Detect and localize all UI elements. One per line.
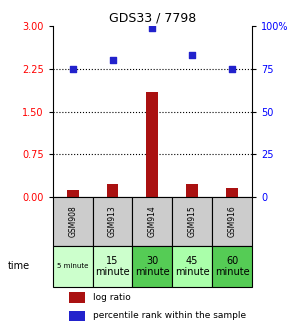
Point — [190, 53, 195, 58]
Text: time: time — [8, 261, 30, 271]
Text: GSM915: GSM915 — [188, 205, 197, 237]
Bar — [132, 197, 172, 246]
Text: 30
minute: 30 minute — [135, 256, 170, 277]
Text: 5 minute: 5 minute — [57, 264, 88, 269]
Title: GDS33 / 7798: GDS33 / 7798 — [109, 12, 196, 25]
Bar — [107, 184, 118, 197]
Bar — [53, 246, 93, 287]
Text: GSM914: GSM914 — [148, 205, 157, 237]
Text: percentile rank within the sample: percentile rank within the sample — [93, 311, 246, 320]
Bar — [69, 311, 85, 321]
Point — [150, 25, 155, 30]
Bar — [226, 188, 238, 197]
Text: 15
minute: 15 minute — [95, 256, 130, 277]
Point — [110, 58, 115, 63]
Bar — [69, 292, 85, 302]
Bar — [93, 246, 132, 287]
Text: log ratio: log ratio — [93, 293, 130, 302]
Bar — [67, 190, 79, 197]
Bar — [186, 184, 198, 197]
Point — [70, 66, 75, 72]
Bar — [172, 246, 212, 287]
Bar — [146, 92, 158, 197]
Text: GSM913: GSM913 — [108, 205, 117, 237]
Bar — [53, 197, 93, 246]
Text: GSM916: GSM916 — [228, 205, 236, 237]
Point — [230, 66, 234, 72]
Bar — [132, 246, 172, 287]
Text: GSM908: GSM908 — [68, 205, 77, 237]
Bar — [212, 197, 252, 246]
Bar — [93, 197, 132, 246]
Text: 60
minute: 60 minute — [215, 256, 249, 277]
Bar — [212, 246, 252, 287]
Text: 45
minute: 45 minute — [175, 256, 209, 277]
Bar — [172, 197, 212, 246]
